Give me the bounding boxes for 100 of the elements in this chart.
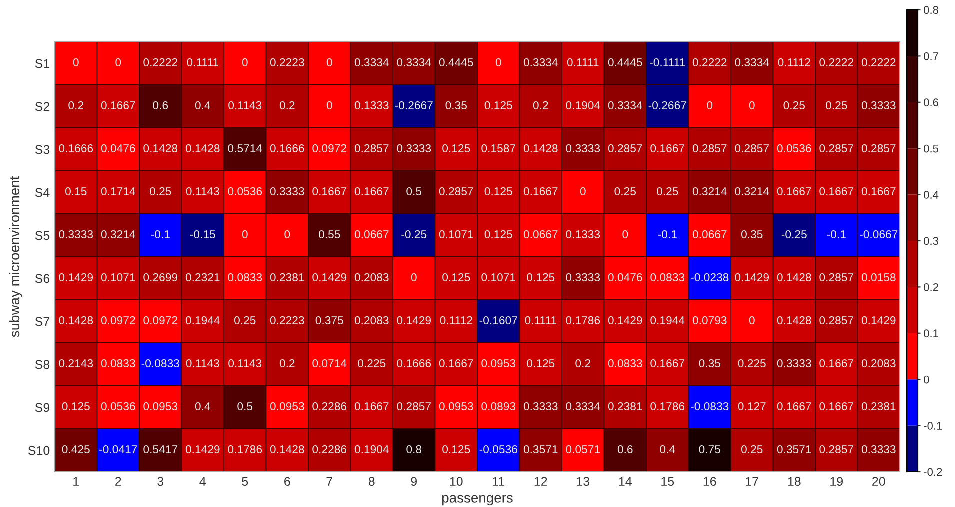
data-label: -0.2667 — [648, 101, 686, 110]
data-label: 0.5714 — [228, 144, 262, 153]
data-label: 0.3571 — [777, 445, 812, 454]
data-label: -0.0536 — [480, 445, 518, 454]
data-label: 0.1666 — [59, 144, 94, 153]
data-label: 0.2857 — [735, 144, 769, 153]
data-label: 0.1666 — [270, 144, 304, 153]
data-label: 0.0953 — [439, 402, 474, 411]
data-label: 0.1667 — [312, 187, 346, 196]
data-label: 0.1904 — [566, 101, 600, 110]
data-label: 0.1667 — [524, 187, 558, 196]
y-tick-label: S8 — [35, 360, 50, 370]
x-tick-label: 6 — [284, 477, 290, 486]
data-label: 0 — [707, 101, 713, 110]
data-label: 0.2857 — [439, 187, 474, 196]
data-label: 0.1112 — [440, 316, 472, 325]
data-label: 0.1143 — [186, 187, 220, 196]
data-label: 0.0893 — [482, 402, 516, 411]
data-label: 0.1667 — [354, 402, 389, 411]
x-tick-label: 5 — [242, 477, 248, 486]
data-label: 0.25 — [741, 445, 763, 454]
data-label: 0.8 — [406, 445, 422, 454]
data-label: 0.125 — [442, 144, 470, 153]
y-tick-label: S2 — [35, 102, 50, 112]
y-tick-label: S10 — [28, 446, 50, 456]
y-axis-title: subway microenvironment — [9, 176, 22, 338]
data-label: 0 — [73, 58, 79, 67]
color-bar-label: 0.1 — [924, 330, 938, 338]
data-label: 0.1429 — [397, 316, 432, 325]
data-label: 0.1667 — [777, 402, 812, 411]
data-label: 0.2286 — [312, 445, 347, 454]
data-label: -0.0417 — [100, 445, 138, 454]
data-label: 0.55 — [318, 230, 340, 239]
color-bar-label: 0.6 — [924, 98, 939, 107]
data-label: 0 — [116, 58, 122, 67]
data-label: 0.0833 — [608, 359, 642, 368]
data-label: -0.0238 — [691, 273, 729, 282]
x-tick-label: 17 — [746, 477, 758, 486]
data-label: 0.3334 — [608, 101, 642, 110]
data-label: 0.2223 — [270, 58, 304, 67]
data-label: 0.0833 — [101, 359, 136, 368]
x-tick-label: 4 — [200, 477, 206, 486]
data-label: 0.1786 — [566, 316, 600, 325]
data-label: 0.1667 — [820, 402, 854, 411]
data-label: 0.1667 — [777, 187, 812, 196]
x-tick-label: 12 — [534, 477, 548, 486]
data-label: 0.3333 — [777, 359, 812, 368]
x-tick-label: 15 — [662, 477, 674, 486]
data-label: 0.0972 — [312, 144, 346, 153]
color-bar-label: 0.7 — [924, 52, 938, 60]
data-label: 0.375 — [316, 316, 344, 325]
data-label: 0 — [580, 187, 586, 196]
data-label: 0.1429 — [59, 273, 94, 282]
x-tick-label: 1 — [74, 477, 79, 486]
data-label: 0.3214 — [735, 187, 770, 196]
data-label: 0 — [749, 101, 755, 110]
data-label: 0.0536 — [101, 402, 136, 411]
data-label: 0.3334 — [397, 58, 432, 67]
data-label: 0.2857 — [820, 316, 854, 325]
x-axis-title: passengers — [442, 495, 513, 506]
data-label: 0.1667 — [650, 144, 684, 153]
data-label: 0.1143 — [186, 359, 220, 368]
x-tick-label: 19 — [830, 477, 843, 486]
data-label: 0.0476 — [608, 273, 642, 282]
data-label: 0.2223 — [270, 316, 304, 325]
data-label: -0.0833 — [691, 402, 729, 411]
data-label: 0.3214 — [692, 187, 727, 196]
data-label: 0.1143 — [228, 101, 262, 110]
data-label: 0.2857 — [354, 144, 389, 153]
data-label: 0 — [242, 230, 248, 239]
data-label: 0 — [622, 230, 628, 239]
data-label: 0.0953 — [144, 402, 178, 411]
x-tick-label: 16 — [704, 477, 716, 486]
x-tick-label: 20 — [872, 477, 886, 486]
data-label: 0.1143 — [228, 359, 262, 368]
data-label: 0.25 — [656, 187, 678, 196]
data-label: -0.1607 — [480, 316, 518, 325]
data-label: 0.2857 — [397, 402, 431, 411]
data-label: 0.125 — [62, 402, 90, 411]
data-label: 0.1428 — [777, 316, 812, 325]
data-label: 0.1667 — [354, 187, 389, 196]
data-label: -0.25 — [402, 230, 427, 239]
data-label: 0.2381 — [270, 273, 304, 282]
data-label: 0.1428 — [777, 273, 812, 282]
data-label: 0.1429 — [186, 445, 220, 454]
y-tick-label: S3 — [35, 145, 50, 154]
data-label: 0.3334 — [354, 58, 389, 67]
data-label: 0.6 — [153, 101, 168, 110]
x-tick-label: 10 — [450, 477, 463, 486]
data-label: 0.2381 — [608, 402, 642, 411]
data-label: 0.2857 — [692, 144, 727, 153]
data-label: 0.0158 — [862, 273, 896, 282]
data-label: 0.1714 — [101, 187, 136, 196]
data-label: 0.2222 — [820, 58, 854, 67]
data-label: 0.0972 — [144, 316, 178, 325]
color-bar-label: -0.1 — [924, 422, 942, 430]
data-label: 0.125 — [484, 101, 512, 110]
color-bar-label: 0.8 — [924, 6, 939, 14]
data-label: 0.3333 — [862, 445, 896, 454]
data-label: 0.1786 — [228, 445, 262, 454]
